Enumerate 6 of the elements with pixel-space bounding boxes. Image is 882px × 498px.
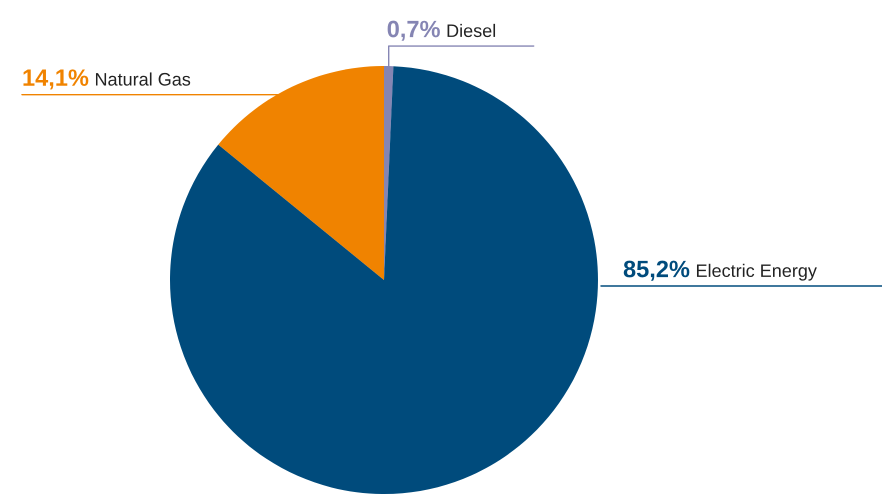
slice-label: Electric Energy [696, 264, 817, 281]
slice-label: Natural Gas [96, 72, 190, 86]
data-label: 85,2% [624, 260, 690, 281]
slice-label: Diesel [448, 24, 496, 38]
data-label: 0,7% [388, 20, 440, 41]
data-label: 14,1% [23, 69, 88, 90]
